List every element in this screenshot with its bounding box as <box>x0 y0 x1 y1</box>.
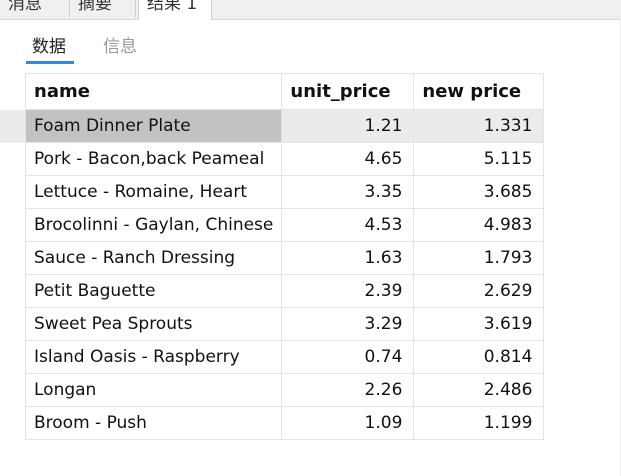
cell-name[interactable]: Pork - Bacon,back Peameal <box>24 142 283 176</box>
tab-summary[interactable]: 摘要 <box>70 0 136 18</box>
cell-name[interactable]: Foam Dinner Plate <box>24 109 283 143</box>
cell-new-price[interactable]: 3.685 <box>413 175 545 209</box>
cell-unit-price[interactable]: 3.29 <box>281 307 415 341</box>
cell-unit-price[interactable]: 1.21 <box>281 109 415 143</box>
sub-tab-bar: 数据 信息 <box>0 20 621 68</box>
cell-new-price[interactable]: 1.331 <box>413 109 545 143</box>
row-header-gutter <box>0 0 25 476</box>
cell-name[interactable]: Brocolinni - Gaylan, Chinese <box>24 208 283 242</box>
cell-name[interactable]: Sweet Pea Sprouts <box>24 307 283 341</box>
cell-unit-price[interactable]: 3.35 <box>281 175 415 209</box>
tab-info[interactable]: 信息 <box>103 37 137 57</box>
table-row[interactable]: Broom - Push 1.09 1.199 <box>24 406 545 440</box>
header-row: name unit_price new price <box>24 73 545 110</box>
column-header-new-price[interactable]: new price <box>413 73 545 110</box>
table-row[interactable]: Foam Dinner Plate 1.21 1.331 <box>24 109 545 143</box>
cell-new-price[interactable]: 0.814 <box>413 340 545 374</box>
cell-name[interactable]: Sauce - Ranch Dressing <box>24 241 283 275</box>
cell-name[interactable]: Lettuce - Romaine, Heart <box>24 175 283 209</box>
table-row[interactable]: Brocolinni - Gaylan, Chinese 4.53 4.983 <box>24 208 545 242</box>
tab-messages[interactable]: 消息 <box>0 0 70 18</box>
column-header-name[interactable]: name <box>24 73 283 110</box>
active-tab-indicator <box>26 61 74 64</box>
cell-unit-price[interactable]: 0.74 <box>281 340 415 374</box>
cell-new-price[interactable]: 2.629 <box>413 274 545 308</box>
selected-row-marker[interactable] <box>0 110 25 143</box>
cell-unit-price[interactable]: 1.63 <box>281 241 415 275</box>
result-tab-bar: 消息 摘要 结果 1 <box>0 0 621 20</box>
cell-name[interactable]: Longan <box>24 373 283 407</box>
table-row[interactable]: Petit Baguette 2.39 2.629 <box>24 274 545 308</box>
cell-new-price[interactable]: 1.793 <box>413 241 545 275</box>
tab-data[interactable]: 数据 <box>32 37 66 57</box>
table-row[interactable]: Lettuce - Romaine, Heart 3.35 3.685 <box>24 175 545 209</box>
cell-unit-price[interactable]: 4.65 <box>281 142 415 176</box>
cell-new-price[interactable]: 1.199 <box>413 406 545 440</box>
cell-new-price[interactable]: 3.619 <box>413 307 545 341</box>
column-header-unit-price[interactable]: unit_price <box>281 73 415 110</box>
cell-unit-price[interactable]: 1.09 <box>281 406 415 440</box>
cell-unit-price[interactable]: 2.26 <box>281 373 415 407</box>
tab-result-1[interactable]: 结果 1 <box>138 0 212 20</box>
cell-unit-price[interactable]: 2.39 <box>281 274 415 308</box>
cell-name[interactable]: Petit Baguette <box>24 274 283 308</box>
table-row[interactable]: Sweet Pea Sprouts 3.29 3.619 <box>24 307 545 341</box>
table-row[interactable]: Island Oasis - Raspberry 0.74 0.814 <box>24 340 545 374</box>
cell-unit-price[interactable]: 4.53 <box>281 208 415 242</box>
cell-new-price[interactable]: 5.115 <box>413 142 545 176</box>
cell-name[interactable]: Broom - Push <box>24 406 283 440</box>
table-row[interactable]: Longan 2.26 2.486 <box>24 373 545 407</box>
cell-new-price[interactable]: 4.983 <box>413 208 545 242</box>
table-row[interactable]: Pork - Bacon,back Peameal 4.65 5.115 <box>24 142 545 176</box>
cell-new-price[interactable]: 2.486 <box>413 373 545 407</box>
cell-name[interactable]: Island Oasis - Raspberry <box>24 340 283 374</box>
grid-body: Foam Dinner Plate 1.21 1.331 Pork - Bacon,b… <box>24 109 545 440</box>
result-grid: name unit_price new price Foam Dinner Pl… <box>24 73 545 440</box>
table-row[interactable]: Sauce - Ranch Dressing 1.63 1.793 <box>24 241 545 275</box>
